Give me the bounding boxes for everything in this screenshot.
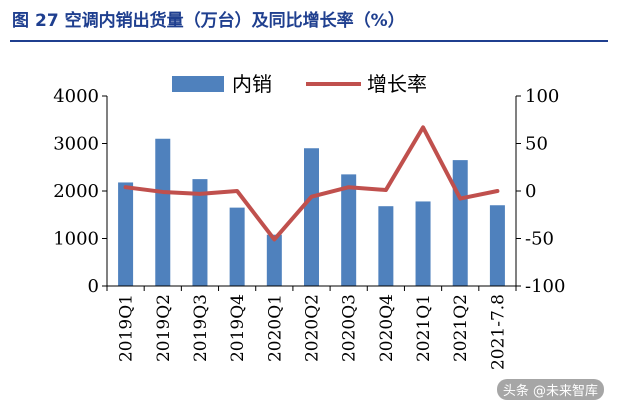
- legend-swatch-bar: [172, 76, 224, 92]
- y-left-tick-label: 0: [88, 276, 99, 297]
- x-category-label: 2021-7.8: [488, 294, 508, 370]
- x-category-label: 2021Q2: [451, 294, 471, 362]
- x-category-label: 2021Q1: [414, 294, 434, 362]
- y-left-tick-label: 4000: [53, 86, 99, 107]
- y-right-tick-label: 50: [525, 134, 548, 155]
- bar-2019Q1: [118, 182, 134, 286]
- title-divider: [10, 40, 608, 42]
- legend-label-bar: 内销: [232, 72, 272, 96]
- legend-label-line: 增长率: [367, 72, 427, 96]
- x-category-label: 2019Q1: [117, 294, 137, 362]
- bar-2019Q3: [192, 179, 208, 286]
- y-right-tick-label: 100: [525, 86, 559, 107]
- bar-2019Q4: [229, 207, 245, 286]
- y-right-tick-label: -100: [525, 276, 565, 297]
- bar-2020Q4: [378, 206, 394, 286]
- bar-2020Q3: [341, 174, 357, 286]
- bar-2021-7.8: [489, 205, 505, 286]
- x-category-label: 2020Q2: [303, 294, 323, 362]
- watermark: 头条 @未来智库: [496, 379, 604, 400]
- bar-2020Q2: [304, 148, 319, 286]
- bar-2020Q1: [266, 234, 282, 286]
- bar-2021Q1: [415, 201, 431, 286]
- bar-2021Q2: [452, 160, 468, 286]
- x-category-label: 2020Q1: [265, 294, 285, 362]
- bar-2019Q2: [155, 138, 171, 286]
- x-category-label: 2019Q3: [191, 294, 211, 362]
- figure-number: 27: [35, 11, 59, 31]
- x-category-label: 2020Q4: [377, 294, 397, 362]
- figure-caption: 空调内销出货量（万台）及同比增长率（%）: [64, 11, 405, 31]
- y-left-tick-label: 3000: [53, 134, 99, 155]
- figure-title: 图 27 空调内销出货量（万台）及同比增长率（%）: [12, 6, 608, 36]
- y-right-tick-label: -50: [525, 229, 554, 250]
- x-category-label: 2019Q2: [154, 294, 174, 362]
- y-left-tick-label: 2000: [53, 181, 99, 202]
- figure-label: 图: [12, 11, 29, 31]
- x-category-label: 2020Q3: [340, 294, 360, 362]
- x-category-label: 2019Q4: [228, 294, 248, 362]
- y-right-tick-label: 0: [525, 181, 536, 202]
- y-left-tick-label: 1000: [53, 229, 99, 250]
